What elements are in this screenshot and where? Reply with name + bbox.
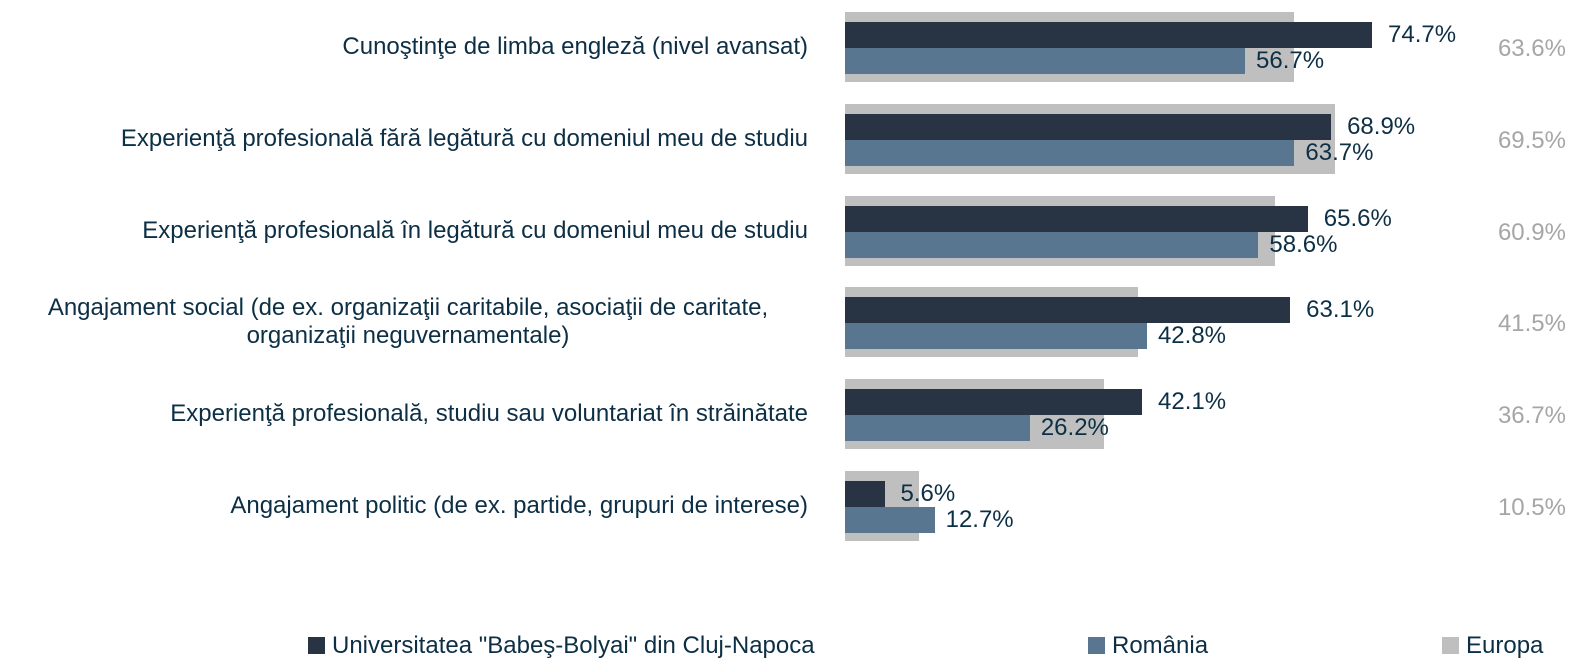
- value-label: 65.6%: [1323, 204, 1392, 232]
- bar: [845, 48, 1246, 74]
- value-label: 69.5%: [1497, 126, 1566, 154]
- category-label: Angajament politic (de ex. partide, grup…: [230, 492, 808, 519]
- value-label: 42.8%: [1157, 322, 1227, 350]
- bar: [845, 205, 1308, 232]
- value-label: 26.2%: [1040, 414, 1109, 442]
- value-label: 42.1%: [1158, 388, 1227, 416]
- value-label: 60.9%: [1497, 218, 1566, 246]
- category-label: Experienţă profesională, studiu sau volu…: [170, 400, 808, 428]
- value-label: 41.5%: [1497, 310, 1566, 338]
- bar: [845, 139, 1295, 166]
- value-label: 12.7%: [945, 506, 1014, 533]
- legend-label: Europa: [1466, 632, 1544, 659]
- legend-label: Universitatea "Babeş-Bolyai" din Cluj-Na…: [332, 632, 815, 659]
- value-label: 74.7%: [1388, 21, 1457, 48]
- value-label: 68.9%: [1347, 112, 1416, 140]
- bar: [845, 481, 885, 507]
- legend-marker: [1088, 637, 1105, 654]
- legend-marker: [308, 637, 325, 654]
- value-label: 63.7%: [1305, 138, 1374, 166]
- bar: [845, 507, 935, 533]
- category-label: Experienţă profesională în legătură cu d…: [142, 216, 808, 244]
- legend-label: România: [1112, 632, 1209, 659]
- value-label: 56.7%: [1256, 47, 1325, 74]
- bar: [845, 113, 1332, 140]
- bar: [845, 231, 1259, 258]
- value-label: 36.7%: [1497, 402, 1566, 430]
- legend-marker: [1442, 637, 1459, 654]
- value-label: 58.6%: [1269, 230, 1338, 258]
- value-label: 63.6%: [1497, 35, 1566, 62]
- bar: [845, 415, 1030, 442]
- bar: [845, 22, 1372, 48]
- category-label: Cunoştinţe de limba engleză (nivel avans…: [342, 33, 808, 60]
- category-label: Experienţă profesională fără legătură cu…: [120, 124, 808, 152]
- value-label: 63.1%: [1306, 296, 1375, 324]
- bar: [845, 297, 1291, 324]
- category-label: Angajament social (de ex. organizaţii ca…: [47, 294, 769, 350]
- value-label: 5.6%: [900, 480, 956, 507]
- value-label: 10.5%: [1497, 494, 1566, 521]
- bar: [845, 389, 1142, 416]
- bar: [845, 323, 1147, 350]
